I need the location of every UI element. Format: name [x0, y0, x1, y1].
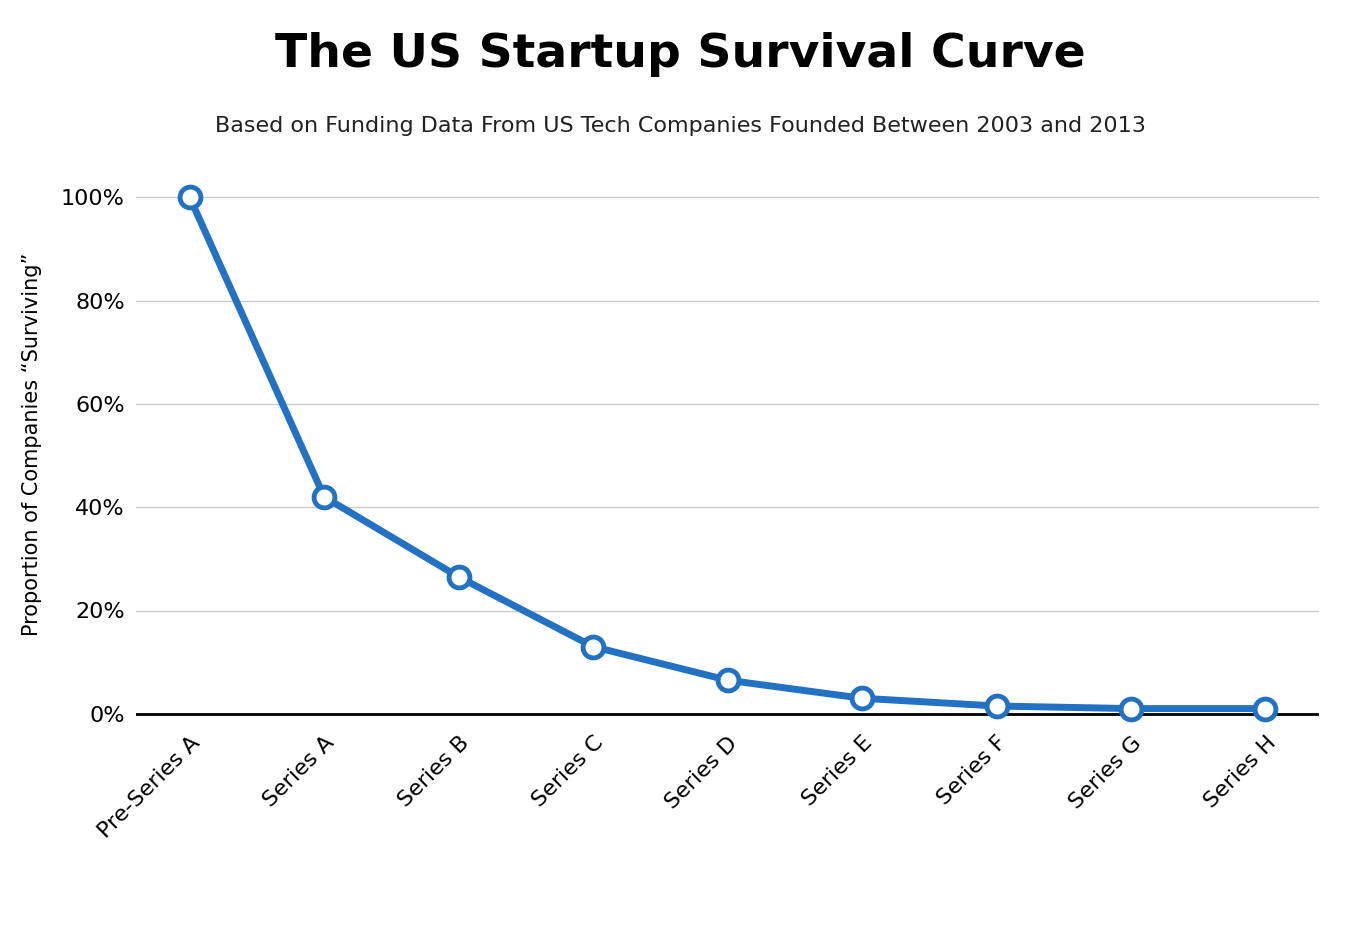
Y-axis label: Proportion of Companies “Surviving”: Proportion of Companies “Surviving” [22, 253, 42, 635]
Text: The US Startup Survival Curve: The US Startup Survival Curve [275, 32, 1085, 78]
Text: Based on Funding Data From US Tech Companies Founded Between 2003 and 2013: Based on Funding Data From US Tech Compa… [215, 116, 1145, 136]
